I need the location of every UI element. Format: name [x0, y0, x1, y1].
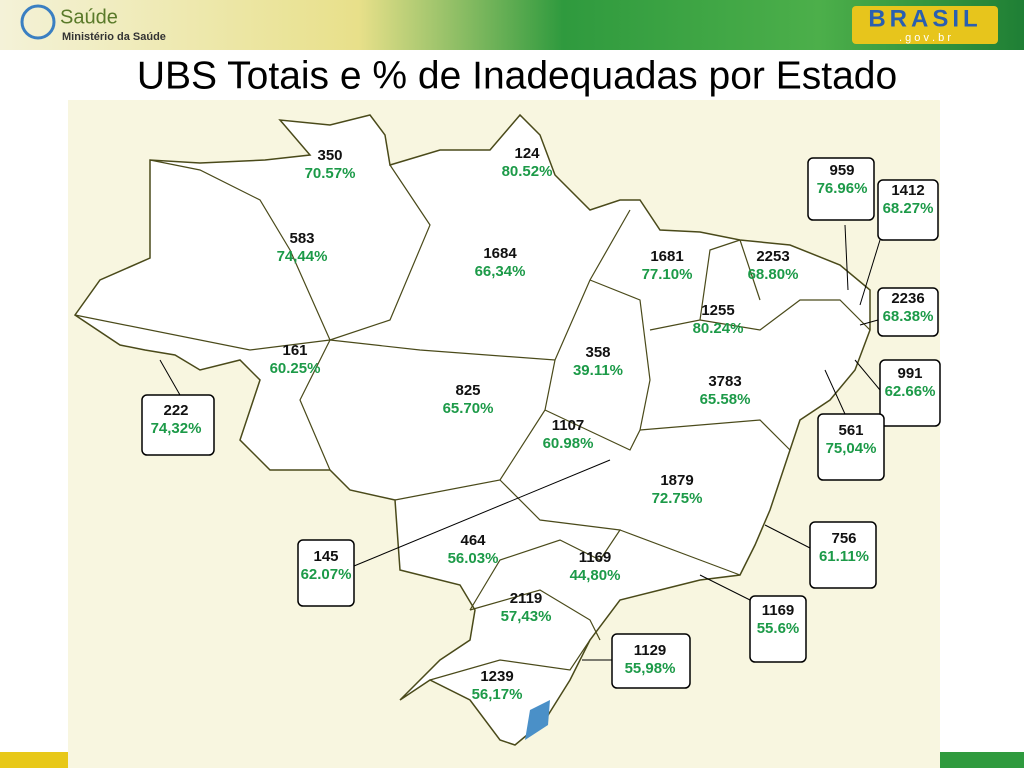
region-total: 1169	[579, 549, 612, 566]
region-total: 2253	[756, 248, 789, 265]
label-box	[141, 394, 215, 456]
region-total: 2119	[510, 590, 543, 607]
leader-line	[854, 359, 881, 391]
region-total: 464	[460, 532, 486, 549]
region-total: 991	[897, 365, 922, 382]
region-inadequate: 75,04%	[826, 440, 877, 457]
region-total: 350	[317, 147, 342, 164]
region-total: 1879	[660, 472, 693, 489]
region-inadequate: 65.70%	[443, 400, 494, 417]
region-inadequate: 39.11%	[573, 362, 623, 379]
region-inadequate: 55.6%	[757, 620, 800, 637]
region-total: 2236	[891, 290, 924, 307]
region-inadequate: 77.10%	[642, 266, 693, 283]
region-inadequate: 57,43%	[501, 608, 552, 625]
region-inadequate: 76.96%	[817, 180, 868, 197]
region-total: 161	[282, 342, 307, 359]
footer-band	[940, 752, 1024, 768]
region-total: 1107	[552, 417, 585, 434]
brand-sub: . g o v . b r	[899, 32, 951, 44]
label-box	[297, 539, 355, 607]
region-total: 959	[829, 162, 854, 179]
region-inadequate: 56,17%	[472, 686, 523, 703]
lagoon	[525, 700, 550, 740]
region-inadequate: 44,80%	[570, 567, 621, 584]
logo-icon	[20, 4, 56, 40]
region-total: 3783	[708, 373, 741, 390]
leader-line	[844, 224, 849, 291]
region-inadequate: 68.80%	[748, 266, 799, 283]
region-inadequate: 68.38%	[883, 308, 934, 325]
region-inadequate: 66,34%	[475, 263, 526, 280]
leader-line	[159, 359, 181, 396]
leader-line	[859, 319, 879, 326]
region-inadequate: 70.57%	[305, 165, 356, 182]
region-total: 756	[831, 530, 856, 547]
region-total: 583	[289, 230, 314, 247]
footer-band	[0, 752, 68, 768]
region-inadequate: 65.58%	[700, 391, 751, 408]
leader-line	[353, 459, 611, 567]
country-outline	[73, 113, 871, 746]
region-total: 1239	[480, 668, 513, 685]
logo-subtitle: Ministério da Saúde	[62, 31, 166, 43]
label-box	[749, 595, 807, 663]
leader-line	[699, 574, 751, 601]
region-inadequate: 62.66%	[885, 383, 936, 400]
region-inadequate: 62.07%	[301, 566, 352, 583]
brand: BRASIL	[868, 5, 981, 32]
region-total: 825	[455, 382, 480, 399]
region-inadequate: 60.98%	[543, 435, 594, 452]
slide-title: UBS Totais e % de Inadequadas por Estado	[137, 54, 897, 97]
region-total: 222	[163, 402, 188, 419]
region-inadequate: 74,44%	[277, 248, 328, 265]
region-total: 358	[585, 344, 610, 361]
region-total: 124	[514, 145, 540, 162]
label-box	[611, 633, 691, 689]
label-box	[807, 157, 875, 221]
region-inadequate: 60.25%	[270, 360, 321, 377]
label-box	[877, 287, 939, 337]
label-box	[809, 521, 877, 589]
region-total: 1129	[634, 642, 667, 659]
region-inadequate: 80.52%	[502, 163, 553, 180]
region-inadequate: 61.11%	[819, 548, 869, 565]
region-total: 145	[313, 548, 338, 565]
region-inadequate: 80.24%	[693, 320, 744, 337]
region-inadequate: 55,98%	[625, 660, 676, 677]
region-total: 561	[838, 422, 863, 439]
region-inadequate: 74,32%	[151, 420, 202, 437]
region-total: 1684	[483, 245, 517, 262]
region-inadequate: 68.27%	[883, 200, 934, 217]
state-borders	[74, 159, 871, 681]
logo-title: Saúde	[60, 6, 118, 28]
region-total: 1681	[650, 248, 683, 265]
label-box	[879, 359, 941, 427]
region-total: 1169	[762, 602, 795, 619]
label-box	[817, 413, 885, 481]
region-total: 1412	[891, 182, 924, 199]
label-box	[877, 179, 939, 241]
leader-line	[859, 239, 881, 306]
region-total: 1255	[701, 302, 734, 319]
leader-line	[824, 369, 846, 415]
brand-box	[852, 6, 998, 44]
leader-line	[764, 524, 811, 549]
region-inadequate: 56.03%	[448, 550, 499, 567]
region-inadequate: 72.75%	[652, 490, 703, 507]
